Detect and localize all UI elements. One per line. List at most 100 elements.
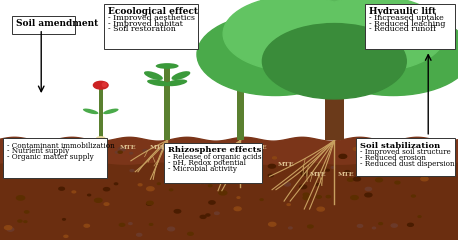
Circle shape xyxy=(273,157,276,159)
Text: - Contaminant immobilization: - Contaminant immobilization xyxy=(7,142,115,150)
Text: - Reduced runoff: - Reduced runoff xyxy=(369,25,436,33)
Circle shape xyxy=(7,228,14,231)
Circle shape xyxy=(64,153,68,155)
Ellipse shape xyxy=(215,68,239,78)
Circle shape xyxy=(408,223,413,226)
Circle shape xyxy=(166,160,173,164)
Circle shape xyxy=(284,183,291,186)
Circle shape xyxy=(234,207,241,211)
Circle shape xyxy=(18,220,22,222)
Circle shape xyxy=(118,151,122,153)
Ellipse shape xyxy=(94,82,100,87)
Circle shape xyxy=(375,178,383,182)
Circle shape xyxy=(287,204,290,205)
Circle shape xyxy=(220,175,228,179)
Ellipse shape xyxy=(156,63,179,69)
Circle shape xyxy=(5,226,12,230)
Circle shape xyxy=(206,214,210,216)
Ellipse shape xyxy=(217,43,244,51)
Circle shape xyxy=(317,207,324,211)
Circle shape xyxy=(158,147,166,151)
Text: MTE: MTE xyxy=(150,145,166,150)
Text: MTE: MTE xyxy=(337,172,354,176)
Circle shape xyxy=(103,188,109,191)
Text: - Improved aesthetics: - Improved aesthetics xyxy=(108,14,195,22)
Circle shape xyxy=(345,171,350,173)
Ellipse shape xyxy=(210,60,236,70)
Circle shape xyxy=(17,196,25,200)
Circle shape xyxy=(421,177,428,181)
Text: - Release of organic acids: - Release of organic acids xyxy=(168,153,261,161)
Circle shape xyxy=(308,225,313,228)
Text: - Microbial activity: - Microbial activity xyxy=(168,165,237,173)
Circle shape xyxy=(353,148,359,150)
Ellipse shape xyxy=(96,136,106,141)
Bar xyxy=(237,44,244,140)
Circle shape xyxy=(170,189,173,191)
Text: MTE: MTE xyxy=(120,145,137,150)
Circle shape xyxy=(114,183,118,185)
Circle shape xyxy=(119,223,125,226)
Circle shape xyxy=(411,195,415,197)
Text: - Improved habitat: - Improved habitat xyxy=(108,20,183,28)
Circle shape xyxy=(289,227,292,229)
Circle shape xyxy=(42,171,45,172)
Circle shape xyxy=(303,193,309,196)
Circle shape xyxy=(260,199,263,200)
Circle shape xyxy=(326,169,329,171)
Text: - pH, Redox potential: - pH, Redox potential xyxy=(168,159,246,167)
Circle shape xyxy=(219,191,227,195)
Circle shape xyxy=(268,164,275,168)
FancyBboxPatch shape xyxy=(12,16,74,34)
Circle shape xyxy=(331,167,335,168)
Circle shape xyxy=(118,147,125,151)
Circle shape xyxy=(391,224,397,227)
Text: MTE: MTE xyxy=(221,145,237,150)
Text: - Soil restoration: - Soil restoration xyxy=(108,25,176,33)
Circle shape xyxy=(22,152,26,154)
Ellipse shape xyxy=(144,71,163,80)
Circle shape xyxy=(357,225,363,227)
Circle shape xyxy=(379,223,383,225)
Text: - Organic matter supply: - Organic matter supply xyxy=(7,153,94,161)
Polygon shape xyxy=(0,163,458,240)
Circle shape xyxy=(209,201,215,204)
Text: MTE: MTE xyxy=(278,162,294,167)
Circle shape xyxy=(300,185,307,189)
Circle shape xyxy=(67,174,74,177)
Circle shape xyxy=(157,183,160,185)
Ellipse shape xyxy=(172,71,191,80)
Circle shape xyxy=(351,196,358,199)
FancyBboxPatch shape xyxy=(356,138,455,176)
FancyBboxPatch shape xyxy=(104,4,198,49)
Circle shape xyxy=(189,148,195,151)
Circle shape xyxy=(88,194,91,196)
Ellipse shape xyxy=(226,38,255,45)
Circle shape xyxy=(138,184,142,186)
Circle shape xyxy=(72,191,76,193)
Circle shape xyxy=(191,176,199,180)
Text: - Reduced leaching: - Reduced leaching xyxy=(369,20,446,28)
Circle shape xyxy=(365,187,372,191)
Circle shape xyxy=(75,152,81,155)
Ellipse shape xyxy=(245,60,271,70)
Circle shape xyxy=(174,210,181,213)
Circle shape xyxy=(149,223,153,225)
Circle shape xyxy=(146,202,152,205)
Text: - Reduced erosion: - Reduced erosion xyxy=(360,154,426,162)
Text: Soil stabilization: Soil stabilization xyxy=(360,142,440,150)
Text: - Reduced dust dispersion: - Reduced dust dispersion xyxy=(360,160,455,168)
Circle shape xyxy=(236,0,432,92)
Circle shape xyxy=(395,181,400,184)
Ellipse shape xyxy=(165,79,187,86)
Circle shape xyxy=(301,171,308,175)
Circle shape xyxy=(209,185,212,187)
Circle shape xyxy=(237,197,240,198)
Circle shape xyxy=(63,219,65,220)
Circle shape xyxy=(249,0,419,68)
Circle shape xyxy=(197,13,354,96)
Text: MTE: MTE xyxy=(177,152,194,157)
Text: Soil amendment: Soil amendment xyxy=(17,19,99,28)
Circle shape xyxy=(354,177,361,181)
FancyBboxPatch shape xyxy=(3,138,107,178)
